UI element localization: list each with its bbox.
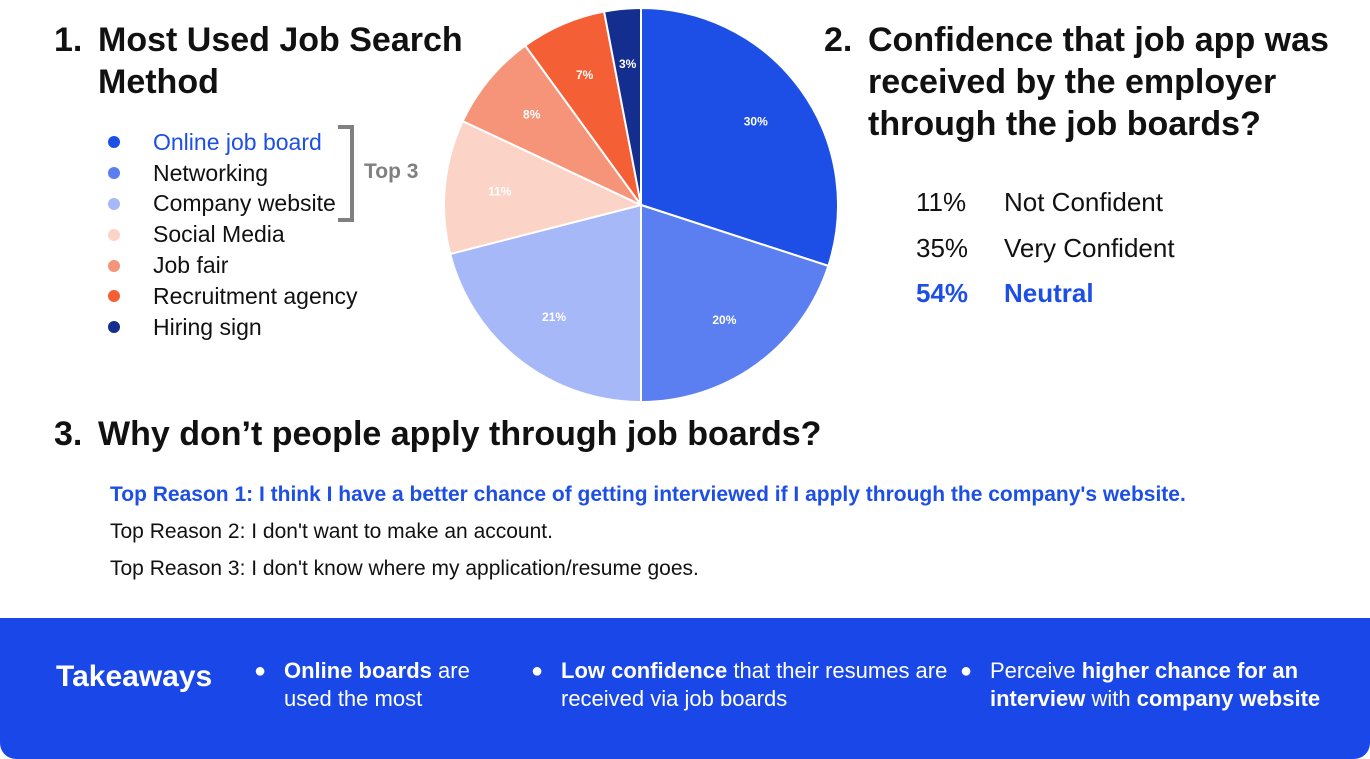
top3-bracket [338, 125, 354, 222]
legend-label: Social Media [153, 221, 285, 248]
legend-item: Online job board [108, 127, 358, 158]
takeaway-text: Perceive higher chance for an interview … [990, 657, 1360, 713]
confidence-row: 54% Neutral [916, 271, 1175, 317]
chart-legend: Online job board Networking Company websit… [108, 127, 358, 343]
takeaway-plain: are used the most [284, 658, 470, 711]
takeaways-banner: Takeaways ● Online boards are used the m… [0, 618, 1370, 759]
takeaways-title: Takeaways [56, 660, 213, 693]
takeaway-plain: that their resumes are received via job … [561, 658, 948, 711]
legend-label: Hiring sign [153, 313, 262, 340]
pie-slice-label: 7% [576, 68, 594, 82]
reason-item: Top Reason 1: I think I have a better ch… [110, 483, 1186, 506]
pie-slice [640, 203, 830, 404]
section-3-number: 3. [54, 415, 83, 453]
legend-label: Networking [153, 159, 269, 186]
bullet-icon: ● [531, 660, 544, 682]
section-1-number: 1. [54, 21, 83, 59]
legend-item: Recruitment agency [108, 281, 358, 312]
legend-label: Online job board [153, 128, 322, 155]
legend-label: Recruitment agency [153, 282, 358, 309]
pie-slice [602, 6, 642, 206]
legend-swatch-icon [108, 228, 120, 241]
confidence-label: Very Confident [1004, 232, 1175, 263]
takeaway-plain: Perceive [990, 658, 1082, 683]
reason-item: Top Reason 2: I don't want to make an ac… [110, 520, 553, 543]
confidence-row: 35% Very Confident [916, 226, 1175, 272]
takeaway-bold: Low confidence [561, 658, 728, 683]
section-3-title: Why don’t people apply through job board… [98, 415, 822, 453]
confidence-pct: 35% [916, 232, 969, 263]
legend-swatch-icon [108, 197, 120, 210]
pie-slice-label: 20% [712, 313, 736, 327]
section-2-title: Confidence that job app was received by … [868, 21, 1329, 143]
legend-item: Job fair [108, 250, 358, 281]
takeaway-text: Online boards are used the most [284, 657, 514, 713]
confidence-pct: 54% [916, 278, 969, 309]
pie-slice [640, 6, 839, 268]
section-3-heading: 3. Why don’t people apply through job bo… [54, 413, 954, 455]
reasons-list: Top Reason 1: I think I have a better ch… [110, 480, 1186, 591]
takeaway-bold: higher chance for an interview [990, 658, 1299, 711]
top3-label: Top 3 [364, 160, 419, 183]
legend-item: Company website [108, 189, 358, 220]
legend-item: Networking [108, 158, 358, 189]
takeaway-bold: company website [1136, 686, 1321, 711]
legend-label: Job fair [153, 252, 229, 279]
takeaway-plain: with [1085, 686, 1137, 711]
confidence-row: 11% Not Confident [916, 180, 1175, 226]
legend-swatch-icon [108, 290, 120, 303]
section-1-heading: 1. Most Used Job Search Method [54, 19, 474, 103]
legend-swatch-icon [108, 259, 120, 272]
pie-slice-label: 3% [619, 57, 637, 71]
legend-swatch-icon [108, 321, 120, 334]
legend-swatch-icon [108, 167, 120, 180]
takeaway-text: Low confidence that their resumes are re… [561, 657, 951, 713]
bullet-icon: ● [254, 660, 267, 682]
pie-chart: 30% 20% 21% 11% 8% 7% 3% [443, 6, 839, 404]
pie-slice [443, 119, 644, 256]
legend-label: Company website [153, 190, 336, 217]
confidence-label: Not Confident [1004, 187, 1163, 218]
confidence-list: 11% Not Confident 35% Very Confident 54%… [916, 180, 1175, 317]
pie-slice [461, 44, 642, 206]
pie-slice-label: 11% [488, 185, 512, 199]
section-2-number: 2. [824, 21, 853, 59]
takeaway-bold: Online boards [284, 658, 432, 683]
confidence-label: Neutral [1004, 278, 1094, 309]
pie-slice [448, 203, 642, 404]
legend-item: Hiring sign [108, 312, 358, 343]
pie-slice-label: 30% [744, 115, 768, 129]
pie-slice-label: 8% [523, 108, 541, 122]
section-2-heading: 2. Confidence that job app was received … [824, 19, 1364, 145]
reason-item: Top Reason 3: I don't know where my appl… [110, 557, 699, 580]
confidence-pct: 11% [916, 187, 967, 218]
pie-slice-label: 21% [542, 310, 566, 324]
bullet-icon: ● [960, 660, 973, 682]
section-1-title: Most Used Job Search Method [98, 21, 463, 101]
legend-swatch-icon [108, 136, 120, 149]
legend-item: Social Media [108, 219, 358, 250]
